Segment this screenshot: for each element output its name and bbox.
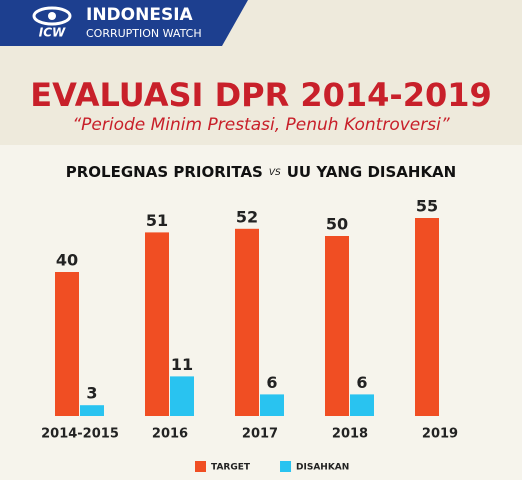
bar — [170, 376, 194, 416]
value-label: 6 — [356, 373, 367, 392]
heading-left: PROLEGNAS PRIORITAS — [66, 163, 263, 181]
legend-swatch — [280, 461, 292, 472]
x-tick-label: 2019 — [422, 427, 458, 442]
logo-eye — [32, 6, 72, 26]
value-label: 52 — [236, 207, 258, 226]
x-tick-label: 2014-2015 — [41, 427, 119, 442]
bar — [350, 394, 374, 416]
logo-name: INDONESIA — [86, 5, 194, 25]
x-tick-label: 2018 — [332, 427, 368, 442]
logo-box — [0, 0, 248, 46]
bar — [145, 232, 169, 416]
value-label: 50 — [326, 215, 348, 234]
bar — [80, 405, 104, 416]
legend-label: DISAHKAN — [296, 463, 349, 473]
legend-swatch — [195, 461, 206, 472]
x-tick-label: 2016 — [152, 427, 188, 442]
value-label: 51 — [146, 211, 168, 230]
heading-right: UU YANG DISAHKAN — [287, 163, 457, 181]
bar — [235, 228, 259, 416]
bar — [55, 272, 79, 416]
value-label: 3 — [86, 384, 97, 403]
logo-mark: ICW — [39, 26, 66, 40]
legend-label: TARGET — [211, 463, 251, 473]
bar — [260, 394, 284, 416]
chart-heading: PROLEGNAS PRIORITAS VS UU YANG DISAHKAN — [66, 163, 456, 181]
bar — [415, 218, 439, 416]
logo-pupil — [48, 12, 56, 20]
heading-vs: VS — [269, 168, 281, 178]
chart-subtitle: “Periode Minim Prestasi, Penuh Kontrover… — [72, 115, 449, 135]
value-label: 40 — [56, 251, 78, 270]
value-label: 11 — [171, 355, 193, 374]
value-label: 55 — [416, 197, 438, 216]
bar — [325, 236, 349, 416]
logo-subname: CORRUPTION WATCH — [86, 27, 202, 40]
chart-title: EVALUASI DPR 2014-2019 — [30, 76, 492, 114]
x-tick-label: 2017 — [242, 427, 278, 442]
value-label: 6 — [266, 373, 277, 392]
